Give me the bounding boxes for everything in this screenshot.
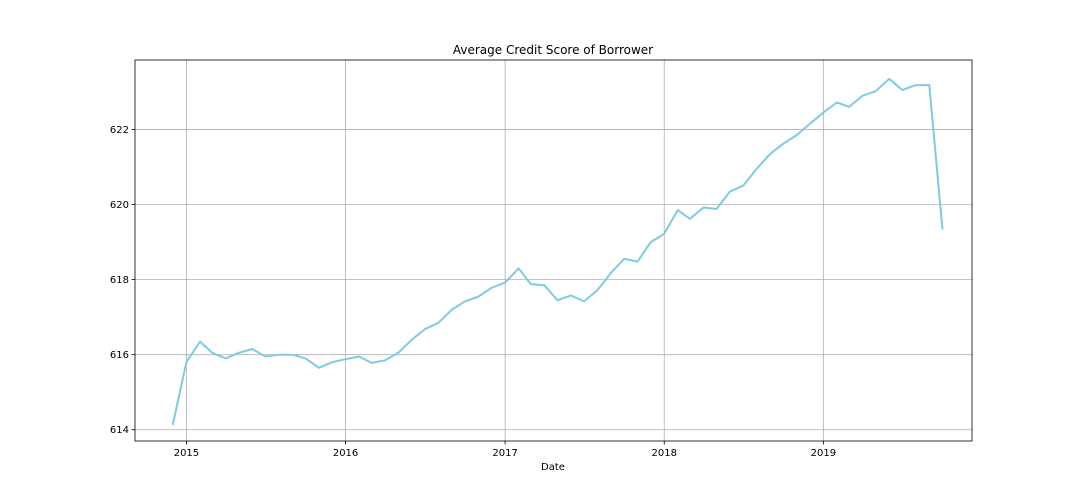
series-layer xyxy=(171,77,944,426)
y-tick-label: 614 xyxy=(110,425,129,436)
y-tick-label: 616 xyxy=(110,350,129,361)
plot-frame xyxy=(134,59,973,442)
x-tick-label: 2019 xyxy=(811,448,836,459)
series-line xyxy=(171,77,944,426)
x-tick-label: 2015 xyxy=(174,448,199,459)
ticks: 2015 2016 2017 2018 2019 614 616 618 620 622 xyxy=(110,125,836,459)
y-tick-label: 620 xyxy=(110,200,129,211)
x-tick-label: 2016 xyxy=(333,448,358,459)
grid xyxy=(135,60,972,441)
chart-title: Average Credit Score of Borrower xyxy=(453,43,653,57)
x-tick-label: 2018 xyxy=(652,448,677,459)
x-tick-label: 2017 xyxy=(492,448,517,459)
y-tick-label: 622 xyxy=(110,125,129,136)
x-axis-label: Date xyxy=(541,462,565,473)
y-tick-label: 618 xyxy=(110,275,129,286)
